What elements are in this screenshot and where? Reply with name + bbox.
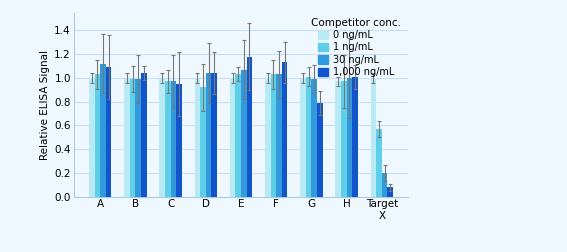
Bar <box>176 84 182 197</box>
Bar <box>130 79 136 197</box>
Bar <box>311 79 317 197</box>
Bar <box>387 187 393 197</box>
Bar <box>235 74 241 197</box>
Bar <box>171 81 176 197</box>
Bar <box>206 73 211 197</box>
Bar <box>230 78 235 197</box>
Bar <box>141 73 147 197</box>
Bar <box>317 103 323 197</box>
Bar <box>335 81 341 197</box>
Bar <box>124 78 130 197</box>
Bar <box>165 81 171 197</box>
Bar <box>352 77 358 197</box>
Bar <box>341 81 346 197</box>
Bar <box>200 87 206 197</box>
Bar <box>265 78 270 197</box>
Y-axis label: Relative ELISA Signal: Relative ELISA Signal <box>40 50 50 160</box>
Bar <box>89 78 95 197</box>
Bar <box>306 77 311 197</box>
Bar <box>95 74 100 197</box>
Bar <box>211 73 217 197</box>
Bar <box>159 78 165 197</box>
Bar <box>282 62 287 197</box>
Bar <box>370 78 376 197</box>
Bar <box>376 129 382 197</box>
Bar <box>241 70 247 197</box>
Bar <box>100 64 106 197</box>
Bar <box>276 74 282 197</box>
Bar <box>136 79 141 197</box>
Bar <box>346 78 352 197</box>
Bar <box>194 78 200 197</box>
Bar <box>300 78 306 197</box>
Legend: 0 ng/mL, 1 ng/mL, 30 ng/mL, 1,000 ng/mL: 0 ng/mL, 1 ng/mL, 30 ng/mL, 1,000 ng/mL <box>310 16 403 79</box>
Bar <box>382 173 387 197</box>
Bar <box>106 67 112 197</box>
Bar <box>247 56 252 197</box>
Bar <box>270 74 276 197</box>
